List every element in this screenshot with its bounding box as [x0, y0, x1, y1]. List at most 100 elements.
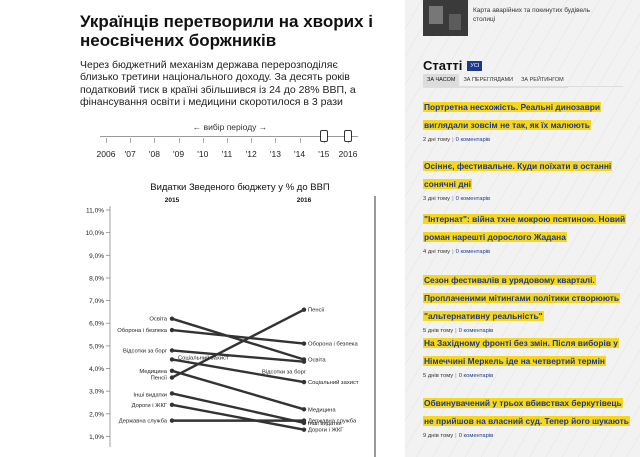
series-label-2015: Соціальний захист	[178, 354, 229, 361]
news-separator: |	[455, 328, 457, 334]
series-label-2016: Медицина	[308, 407, 336, 413]
y-tick-label: 3,0%	[89, 389, 104, 396]
period-start-handle[interactable]	[319, 130, 328, 142]
series-label-2016: Дороги і ЖКГ	[308, 428, 344, 434]
news-separator: |	[452, 249, 454, 255]
period-tick	[130, 138, 132, 143]
y-tick-label: 8,0%	[89, 275, 104, 282]
period-year-label[interactable]: '12	[245, 149, 257, 159]
news-title[interactable]: Портретна несхожість. Реальні динозаври …	[423, 102, 602, 130]
tab-by-rating[interactable]: ЗА РЕЙТИНГОМ	[517, 74, 568, 88]
series-point-2016	[301, 407, 307, 412]
tab-by-views[interactable]: ЗА ПЕРЕГЛЯДАМИ	[459, 74, 518, 88]
series-point-2015	[169, 348, 175, 353]
chart-column-2016: 2016	[296, 197, 312, 204]
period-tick	[251, 138, 253, 143]
y-tick-label: 4,0%	[89, 366, 104, 373]
articles-header: Статті УСІ	[423, 58, 483, 73]
series-point-2016	[301, 418, 307, 423]
period-tick	[106, 138, 107, 143]
period-tick	[202, 138, 204, 143]
news-time: 9 днів тому	[423, 433, 454, 439]
news-meta: 9 днів тому | 0 коментарів	[423, 433, 633, 439]
tabs-divider	[423, 86, 623, 87]
series-point-2015	[169, 391, 175, 396]
series-point-2015	[169, 375, 175, 380]
series-point-2016	[301, 359, 307, 364]
map-thumbnail-caption[interactable]: Карта аварійних та покинутих будівель ст…	[473, 7, 591, 23]
news-comments-link[interactable]: 0 коментарів	[458, 433, 494, 439]
article-title: Українців перетворили на хворих і неосві…	[80, 12, 374, 50]
news-time: 2 дні тому	[423, 137, 451, 143]
series-label-2015: Оборона і безпека	[117, 328, 167, 334]
news-comments-link[interactable]: 0 коментарів	[455, 137, 491, 143]
news-time: 5 днів тому	[423, 328, 454, 334]
y-tick-label: 6,0%	[89, 321, 104, 328]
series-label-2015: Дороги і ЖКГ	[132, 403, 168, 409]
series-line	[170, 403, 306, 431]
news-comments-link[interactable]: 0 коментарів	[455, 249, 491, 255]
period-selector[interactable]: ← вибір періоду → 2006 '07 '08 '09 '10 '11 '12…	[80, 118, 380, 162]
news-item: Обвинувачений у трьох вбивствах беркутів…	[423, 393, 633, 439]
period-end-handle[interactable]	[344, 130, 352, 142]
period-year-label[interactable]: '09	[173, 149, 185, 159]
y-tick-label: 2,0%	[89, 411, 104, 418]
series-point-2016	[301, 341, 307, 346]
series-point-2015	[169, 368, 175, 373]
series-point-2015	[169, 402, 175, 407]
series-line	[170, 349, 306, 363]
news-comments-link[interactable]: 0 коментарів	[455, 196, 491, 202]
period-track[interactable]	[100, 136, 358, 137]
series-point-2015	[169, 418, 175, 423]
news-item: Портретна несхожість. Реальні динозаври …	[423, 97, 633, 143]
news-meta: 5 днів тому | 0 коментарів	[423, 328, 633, 334]
period-year-label[interactable]: '11	[221, 149, 233, 159]
news-title[interactable]: "Інтернат": війна тхне мокрою псятиною. …	[423, 214, 627, 242]
news-meta: 5 днів тому | 0 коментарів	[423, 373, 633, 379]
series-line	[170, 392, 306, 425]
period-year-label[interactable]: 2016	[338, 149, 358, 159]
period-year-label[interactable]: '15	[318, 149, 330, 159]
series-label-2015: Освіта	[149, 317, 167, 323]
articles-all-button[interactable]: УСІ	[467, 60, 483, 71]
tab-by-time[interactable]: ЗА ЧАСОМ	[423, 74, 460, 88]
news-time: 5 днів тому	[423, 373, 454, 379]
chart-column-2015: 2015	[164, 197, 180, 204]
period-year-label[interactable]: '13	[269, 149, 281, 159]
news-time: 4 дні тому	[423, 249, 451, 255]
period-year-label[interactable]: '07	[124, 149, 136, 159]
y-tick-label: 1,0%	[89, 434, 104, 441]
news-title[interactable]: Осіннє, фестивальне. Куди поїхати в оста…	[423, 161, 613, 189]
news-title[interactable]: Обвинувачений у трьох вбивствах беркутів…	[423, 398, 630, 426]
period-years: 2006 '07 '08 '09 '10 '11 '12 '13 '14 '15 2016	[80, 149, 380, 161]
news-item: "Інтернат": війна тхне мокрою псятиною. …	[423, 209, 633, 255]
series-point-2015	[169, 316, 175, 321]
chart-title: Видатки Зведеного бюджету у % до ВВП	[150, 182, 330, 193]
news-separator: |	[455, 433, 457, 439]
period-year-label[interactable]: '14	[294, 149, 306, 159]
series-label-2015: Медицина	[139, 369, 167, 375]
series-label-2016: Освіта	[308, 357, 326, 363]
article: Українців перетворили на хворих і неосві…	[80, 12, 380, 457]
news-meta: 4 дні тому | 0 коментарів	[423, 249, 633, 255]
period-tick	[275, 138, 277, 143]
series-label-2015: Державна служба	[119, 419, 168, 425]
period-year-label[interactable]: '10	[197, 149, 209, 159]
news-title[interactable]: На Західному фронті без змін. Після вибо…	[423, 338, 619, 366]
period-tick	[154, 138, 156, 143]
map-thumbnail[interactable]	[423, 0, 468, 36]
period-year-label[interactable]: '08	[148, 149, 160, 159]
series-label-2015: Відсотки за борг	[123, 348, 167, 354]
news-separator: |	[452, 196, 454, 202]
news-comments-link[interactable]: 0 коментарів	[458, 373, 494, 379]
articles-title: Статті	[423, 58, 463, 73]
period-tick	[227, 138, 228, 143]
news-title[interactable]: Сезон фестивалів в урядовому кварталі. П…	[423, 275, 621, 321]
news-comments-link[interactable]: 0 коментарів	[458, 328, 494, 334]
series-point-2016	[301, 379, 307, 385]
series-label-2016: Соціальний захист	[308, 379, 359, 386]
series-point-2015	[169, 357, 175, 362]
period-tick	[299, 138, 301, 143]
period-year-label[interactable]: 2006	[96, 149, 116, 159]
series-label-2015: Інші видатки	[133, 392, 167, 398]
